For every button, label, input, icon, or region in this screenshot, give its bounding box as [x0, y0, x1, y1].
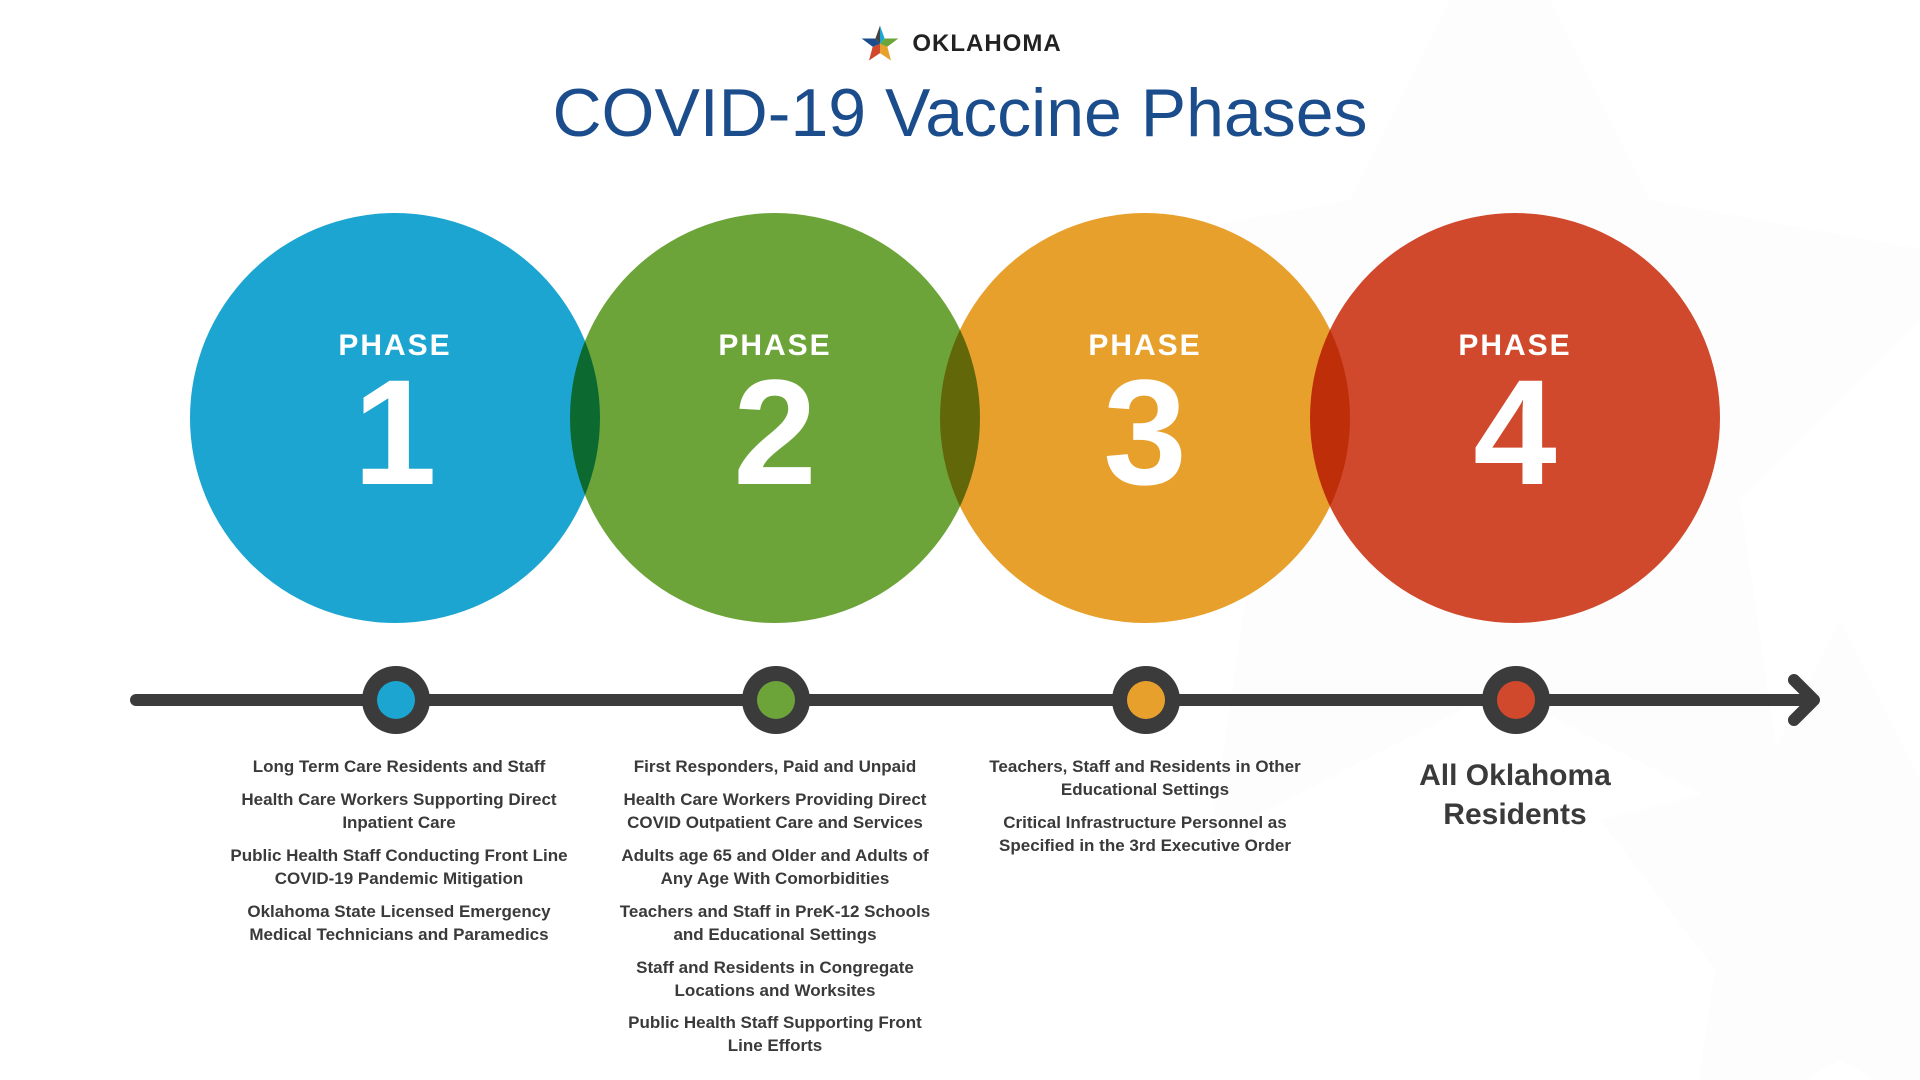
phase-item: Public Health Staff Conducting Front Lin… — [224, 845, 574, 891]
phase-circle-3: PHASE3 — [940, 213, 1350, 623]
timeline-marker-inner — [1127, 681, 1165, 719]
phase-item: Teachers, Staff and Residents in Other E… — [970, 756, 1320, 802]
header: OKLAHOMA COVID-19 Vaccine Phases — [0, 0, 1920, 152]
phase-item: Critical Infrastructure Personnel as Spe… — [970, 812, 1320, 858]
timeline-marker-inner — [757, 681, 795, 719]
phase-number: 4 — [1473, 357, 1556, 507]
phase-item: Staff and Residents in Congregate Locati… — [610, 957, 940, 1003]
page-title: COVID-19 Vaccine Phases — [0, 74, 1920, 152]
phase-item: Long Term Care Residents and Staff — [224, 756, 574, 779]
phase-item: Health Care Workers Supporting Direct In… — [224, 789, 574, 835]
phase-item: Oklahoma State Licensed Emergency Medica… — [224, 901, 574, 947]
phase-circle-2: PHASE2 — [570, 213, 980, 623]
brand-text: OKLAHOMA — [912, 30, 1061, 58]
phase-description-4: All Oklahoma Residents — [1380, 756, 1650, 834]
oklahoma-star-icon — [858, 22, 902, 66]
phase-circles-row: PHASE1PHASE2PHASE3PHASE4 — [0, 188, 1920, 648]
phase-description-3: Teachers, Staff and Residents in Other E… — [970, 756, 1320, 868]
brand-logo: OKLAHOMA — [0, 22, 1920, 66]
timeline-marker-inner — [377, 681, 415, 719]
phase-circle-4: PHASE4 — [1310, 213, 1720, 623]
timeline-marker-inner — [1497, 681, 1535, 719]
timeline-marker-4 — [1482, 666, 1550, 734]
timeline-marker-3 — [1112, 666, 1180, 734]
phase-number: 2 — [733, 357, 816, 507]
timeline-marker-1 — [362, 666, 430, 734]
phase-number: 3 — [1103, 357, 1186, 507]
phase-item: First Responders, Paid and Unpaid — [610, 756, 940, 779]
phase-final-text: All Oklahoma Residents — [1380, 756, 1650, 834]
phase-item: Teachers and Staff in PreK-12 Schools an… — [610, 901, 940, 947]
timeline-marker-2 — [742, 666, 810, 734]
timeline — [0, 658, 1920, 738]
phase-item: Public Health Staff Supporting Front Lin… — [610, 1012, 940, 1058]
timeline-arrow-icon — [1770, 674, 1830, 726]
phase-circle-1: PHASE1 — [190, 213, 600, 623]
phase-description-2: First Responders, Paid and Unpaid Health … — [610, 756, 940, 1068]
phase-item: Health Care Workers Providing Direct COV… — [610, 789, 940, 835]
phase-item: Adults age 65 and Older and Adults of An… — [610, 845, 940, 891]
phase-description-1: Long Term Care Residents and Staff Health… — [224, 756, 574, 957]
phase-number: 1 — [353, 357, 436, 507]
